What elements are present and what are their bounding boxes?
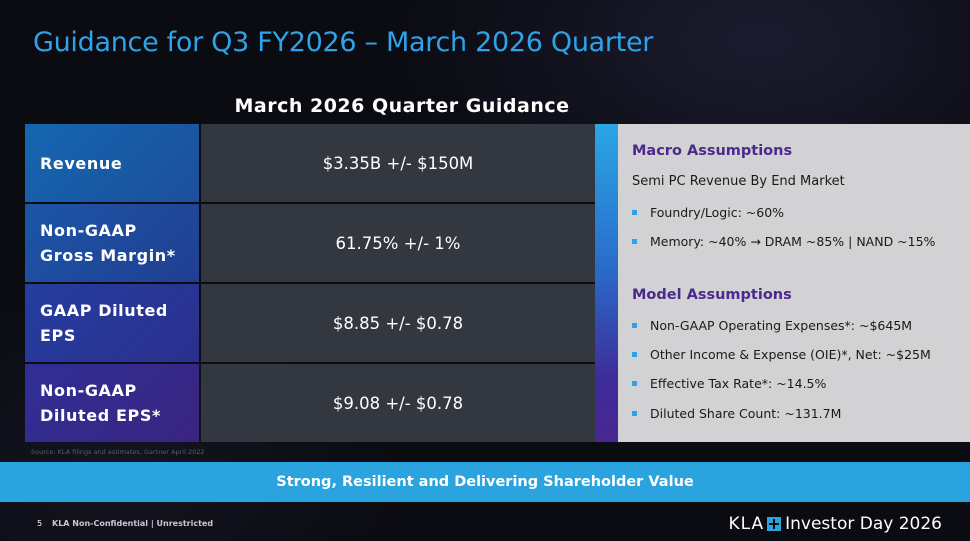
row-label: Non-GAAP Gross Margin* bbox=[25, 204, 199, 282]
row-label: Non-GAAP Diluted EPS* bbox=[25, 364, 199, 442]
row-label: GAAP Diluted EPS bbox=[25, 284, 199, 362]
macro-item-text: Foundry/Logic: ~60% bbox=[650, 205, 785, 220]
row-label: Revenue bbox=[25, 124, 199, 202]
row-value: 61.75% +/- 1% bbox=[201, 204, 595, 282]
row-value: $8.85 +/- $0.78 bbox=[201, 284, 595, 362]
macro-item: Foundry/Logic: ~60% bbox=[632, 205, 784, 220]
square-bullet-icon bbox=[632, 381, 637, 386]
slide-title: Guidance for Q3 FY2026 – March 2026 Quar… bbox=[33, 27, 654, 58]
brand-logo: KLA Investor Day 2026 bbox=[728, 513, 942, 535]
guidance-row-revenue: Revenue $3.35B +/- $150M bbox=[25, 124, 595, 202]
macro-assumptions-heading: Macro Assumptions bbox=[632, 143, 793, 159]
guidance-row-non-gaap-eps: Non-GAAP Diluted EPS* $9.08 +/- $0.78 bbox=[25, 364, 595, 442]
macro-subheading: Semi PC Revenue By End Market bbox=[632, 174, 845, 189]
row-value: $3.35B +/- $150M bbox=[201, 124, 595, 202]
model-item: Non-GAAP Operating Expenses*: ~$645M bbox=[632, 318, 912, 333]
assumptions-panel: Macro Assumptions Semi PC Revenue By End… bbox=[618, 124, 970, 442]
page-number: 5 bbox=[37, 519, 43, 528]
guidance-row-gross-margin: Non-GAAP Gross Margin* 61.75% +/- 1% bbox=[25, 204, 595, 282]
accent-strip bbox=[595, 124, 618, 442]
macro-item: Memory: ~40% → DRAM ~85% | NAND ~15% bbox=[632, 234, 935, 249]
model-item-text: Other Income & Expense (OIE)*, Net: ~$25… bbox=[650, 347, 931, 362]
macro-item-text: Memory: ~40% → DRAM ~85% | NAND ~15% bbox=[650, 234, 936, 249]
model-assumptions-heading: Model Assumptions bbox=[632, 287, 792, 303]
table-heading: March 2026 Quarter Guidance bbox=[234, 95, 570, 117]
square-bullet-icon bbox=[632, 352, 637, 357]
tagline-banner: Strong, Resilient and Delivering Shareho… bbox=[0, 462, 970, 502]
classification-label: KLA Non-Confidential | Unrestricted bbox=[52, 519, 214, 528]
model-item: Other Income & Expense (OIE)*, Net: ~$25… bbox=[632, 347, 931, 362]
brand-name: KLA bbox=[728, 514, 765, 534]
square-bullet-icon bbox=[632, 323, 637, 328]
source-note: Source: KLA filings and estimates, Gartn… bbox=[31, 448, 205, 456]
row-value: $9.08 +/- $0.78 bbox=[201, 364, 595, 442]
brand-event: Investor Day 2026 bbox=[785, 514, 942, 534]
model-item-text: Effective Tax Rate*: ~14.5% bbox=[650, 376, 827, 391]
model-item: Effective Tax Rate*: ~14.5% bbox=[632, 376, 826, 391]
square-bullet-icon bbox=[632, 210, 637, 215]
guidance-table: Revenue $3.35B +/- $150M Non-GAAP Gross … bbox=[25, 124, 595, 442]
square-bullet-icon bbox=[632, 239, 637, 244]
model-item: Diluted Share Count: ~131.7M bbox=[632, 406, 841, 421]
model-item-text: Diluted Share Count: ~131.7M bbox=[650, 406, 842, 421]
square-bullet-icon bbox=[632, 411, 637, 416]
plus-icon bbox=[767, 517, 782, 531]
model-item-text: Non-GAAP Operating Expenses*: ~$645M bbox=[650, 318, 913, 333]
guidance-row-gaap-eps: GAAP Diluted EPS $8.85 +/- $0.78 bbox=[25, 284, 595, 362]
